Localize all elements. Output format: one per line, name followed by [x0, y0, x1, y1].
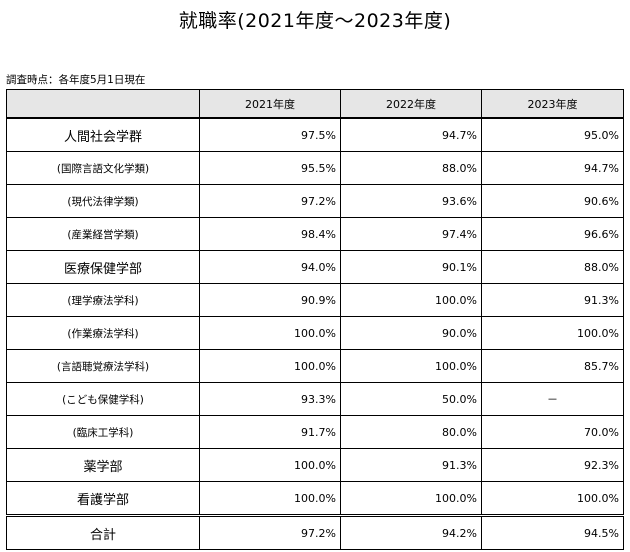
rate-cell: 100.0%: [199, 481, 341, 516]
table-row: 人間社会学群 97.5% 94.7% 95.0%: [6, 117, 624, 152]
rate-cell: 95.5%: [199, 151, 341, 185]
row-label: 医療保健学部: [6, 250, 200, 284]
rate-cell: 91.7%: [199, 415, 341, 449]
table-header-row: 2021年度 2022年度 2023年度: [6, 89, 624, 119]
rate-cell: 95.0%: [481, 117, 624, 152]
header-cell-2022: 2022年度: [340, 89, 482, 119]
rate-cell: 91.3%: [340, 448, 482, 482]
rate-cell: 100.0%: [481, 316, 624, 350]
total-label: 合計: [6, 514, 200, 550]
rate-cell: 90.0%: [340, 316, 482, 350]
total-rate-cell: 97.2%: [199, 514, 341, 550]
rate-cell: 97.4%: [340, 217, 482, 251]
rate-cell: 70.0%: [481, 415, 624, 449]
header-cell-2021: 2021年度: [199, 89, 341, 119]
rate-cell: 100.0%: [199, 349, 341, 383]
rate-cell: 80.0%: [340, 415, 482, 449]
rate-cell: 92.3%: [481, 448, 624, 482]
rate-cell: 98.4%: [199, 217, 341, 251]
rate-cell: 100.0%: [340, 481, 482, 516]
row-label: (言語聴覚療法学科): [6, 349, 200, 383]
row-label: 人間社会学群: [6, 117, 200, 152]
header-cell-blank: [6, 89, 200, 119]
rate-cell: 100.0%: [199, 448, 341, 482]
header-cell-2023: 2023年度: [481, 89, 624, 119]
rate-cell: 97.2%: [199, 184, 341, 218]
row-label: (産業経営学類): [6, 217, 200, 251]
table-row: (産業経営学類) 98.4% 97.4% 96.6%: [6, 217, 624, 251]
rate-cell: 90.6%: [481, 184, 624, 218]
rate-cell: 85.7%: [481, 349, 624, 383]
rate-cell: 88.0%: [340, 151, 482, 185]
table-row: (臨床工学科) 91.7% 80.0% 70.0%: [6, 415, 624, 449]
row-label: 看護学部: [6, 481, 200, 516]
row-label: 薬学部: [6, 448, 200, 482]
total-rate-cell: 94.5%: [481, 514, 624, 550]
rate-cell: 94.0%: [199, 250, 341, 284]
rate-cell: 94.7%: [340, 117, 482, 152]
rate-cell: 96.6%: [481, 217, 624, 251]
employment-rate-table: 2021年度 2022年度 2023年度 人間社会学群 97.5% 94.7% 95.…: [6, 89, 624, 550]
rate-cell: 100.0%: [199, 316, 341, 350]
total-row: 合計 97.2% 94.2% 94.5%: [6, 514, 624, 550]
rate-cell: 90.1%: [340, 250, 482, 284]
rate-cell: 94.7%: [481, 151, 624, 185]
rate-cell: 91.3%: [481, 283, 624, 317]
rate-cell: 97.5%: [199, 117, 341, 152]
rate-cell: 50.0%: [340, 382, 482, 416]
row-label: (理学療法学科): [6, 283, 200, 317]
rate-cell: 93.3%: [199, 382, 341, 416]
table-row: (国際言語文化学類) 95.5% 88.0% 94.7%: [6, 151, 624, 185]
table-row: 薬学部 100.0% 91.3% 92.3%: [6, 448, 624, 482]
rate-cell: 88.0%: [481, 250, 624, 284]
row-label: (作業療法学科): [6, 316, 200, 350]
table-row: 看護学部 100.0% 100.0% 100.0%: [6, 481, 624, 516]
table-row: (言語聴覚療法学科) 100.0% 100.0% 85.7%: [6, 349, 624, 383]
table-row: (こども保健学科) 93.3% 50.0% －: [6, 382, 624, 416]
table-row: (現代法律学類) 97.2% 93.6% 90.6%: [6, 184, 624, 218]
rate-cell: 100.0%: [340, 349, 482, 383]
rate-cell: 93.6%: [340, 184, 482, 218]
rate-cell: －: [481, 382, 624, 416]
page-title: 就職率(2021年度～2023年度): [178, 10, 452, 32]
table-row: (作業療法学科) 100.0% 90.0% 100.0%: [6, 316, 624, 350]
survey-note: 調査時点：各年度5月1日現在: [6, 74, 146, 86]
row-label: (こども保健学科): [6, 382, 200, 416]
total-rate-cell: 94.2%: [340, 514, 482, 550]
table-row: 医療保健学部 94.0% 90.1% 88.0%: [6, 250, 624, 284]
rate-cell: 100.0%: [340, 283, 482, 317]
rate-cell: 90.9%: [199, 283, 341, 317]
row-label: (国際言語文化学類): [6, 151, 200, 185]
rate-cell: 100.0%: [481, 481, 624, 516]
row-label: (臨床工学科): [6, 415, 200, 449]
table-row: (理学療法学科) 90.9% 100.0% 91.3%: [6, 283, 624, 317]
row-label: (現代法律学類): [6, 184, 200, 218]
